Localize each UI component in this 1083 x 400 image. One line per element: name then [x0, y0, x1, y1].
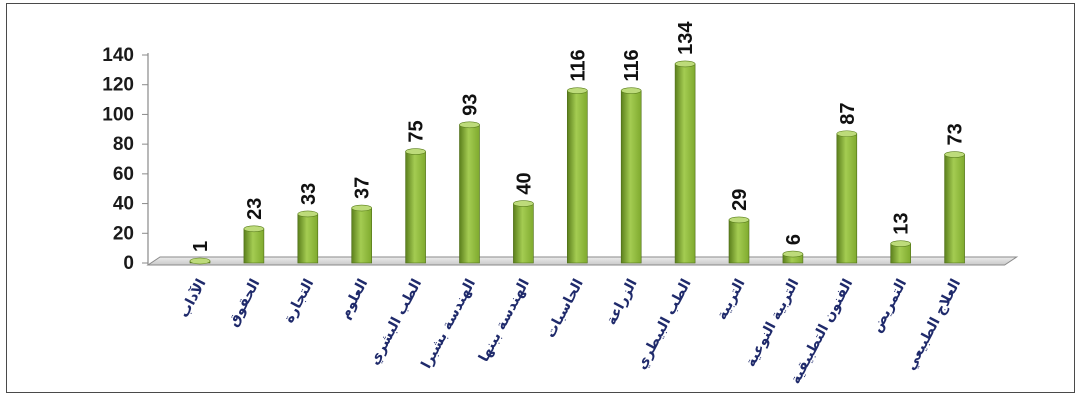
data-label: 29 — [729, 189, 751, 211]
data-label: 13 — [891, 212, 913, 234]
bar-body — [351, 207, 373, 264]
bar-top — [459, 121, 480, 129]
bar — [243, 225, 265, 264]
bar — [890, 240, 912, 264]
bar — [674, 60, 696, 264]
bar — [566, 87, 588, 264]
chart-frame — [6, 3, 1075, 393]
bar-body — [944, 154, 965, 264]
bar — [297, 210, 319, 264]
bar — [351, 204, 373, 264]
y-tick-label: 20 — [113, 223, 134, 244]
x-tick-label: الحاسبات — [543, 276, 587, 340]
y-tick-label: 120 — [102, 75, 134, 96]
data-label: 134 — [675, 21, 697, 55]
bar-body — [297, 213, 319, 264]
data-label: 75 — [406, 120, 428, 142]
x-tick-label: الفنون التطبيقية — [787, 276, 856, 386]
data-label: 1 — [190, 241, 212, 252]
data-labels: 1 23 33 37 75 93 40 116 116 134 29 6 87 13 73 — [190, 21, 967, 252]
bar — [189, 257, 211, 265]
bar-body — [836, 133, 858, 264]
bar-body — [566, 90, 588, 264]
data-label: 73 — [945, 123, 967, 145]
x-tick-label: الهندسة بشبرا — [418, 276, 479, 371]
data-label: 87 — [837, 102, 859, 124]
x-tick-label: الزراعة — [603, 276, 640, 327]
y-tick-label: 40 — [113, 194, 134, 215]
x-tick-label: الهندسة ببنها — [476, 276, 533, 364]
bar-top — [297, 210, 319, 218]
x-tick-label: الحقوق — [225, 276, 263, 329]
bar — [620, 87, 642, 264]
x-tick-label: الآداب — [175, 276, 209, 320]
data-label: 116 — [621, 49, 643, 81]
bar-body — [674, 63, 696, 264]
bar — [513, 200, 534, 264]
data-label: 93 — [460, 94, 482, 116]
x-tick-label: الطب البيطري — [634, 276, 696, 372]
bars — [189, 60, 965, 265]
y-tick-label: 100 — [102, 104, 134, 125]
bar-top — [243, 225, 265, 233]
bar-body — [243, 228, 265, 264]
y-tick-label: 80 — [113, 134, 134, 155]
bar-body — [513, 203, 534, 264]
x-tick-label: العلاج الطبيعي — [903, 276, 964, 372]
x-tick-label: الطب البشري — [366, 276, 426, 368]
bar — [459, 121, 480, 264]
bar-top — [674, 60, 696, 68]
y-tick-label: 0 — [123, 253, 134, 274]
bar — [405, 148, 426, 264]
bar-body — [620, 90, 642, 264]
x-tick-label: التجارة — [281, 276, 317, 325]
bar-body — [405, 151, 426, 264]
data-label: 116 — [567, 49, 589, 81]
bar-top — [836, 130, 858, 138]
bar-top — [351, 204, 373, 212]
bar-top — [566, 87, 588, 94]
bar-top — [890, 240, 912, 247]
data-label: 6 — [783, 234, 805, 245]
y-tick-label: 140 — [102, 45, 134, 66]
bar-top — [728, 216, 750, 224]
bar — [836, 130, 858, 264]
data-label: 33 — [298, 183, 320, 205]
bar-body — [459, 124, 480, 264]
bar-top — [189, 257, 211, 265]
y-tick-label: 60 — [113, 164, 134, 185]
bar — [944, 151, 965, 264]
x-tick-label: العلوم — [337, 276, 371, 321]
bar-top — [620, 87, 642, 94]
bar — [728, 216, 750, 264]
x-tick-label: التمريض — [869, 276, 910, 335]
data-label: 37 — [352, 177, 374, 199]
bar-top — [782, 250, 804, 258]
bar-top — [405, 148, 426, 155]
data-label: 40 — [513, 172, 535, 194]
bar-top — [513, 200, 534, 207]
x-tick-label: التربية النوعية — [743, 276, 803, 369]
bar-top — [944, 151, 965, 158]
data-label: 23 — [244, 198, 266, 220]
bar-body — [728, 219, 750, 264]
bar — [782, 250, 804, 264]
x-tick-label: التربية — [714, 276, 749, 322]
